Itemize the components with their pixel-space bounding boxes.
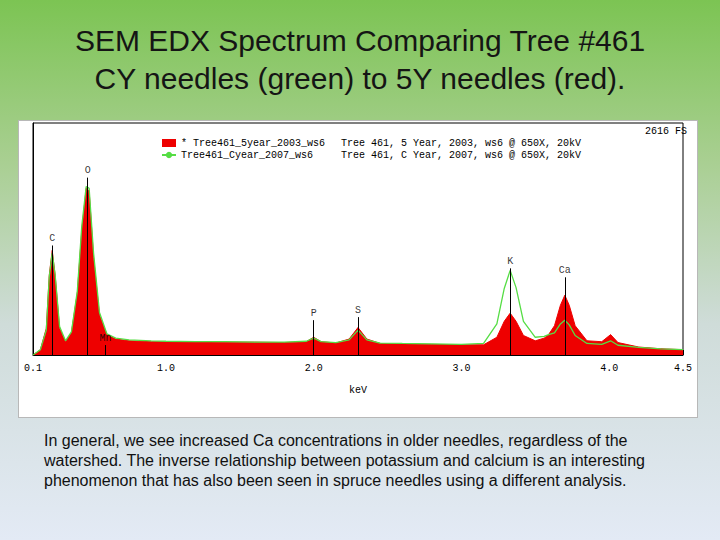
svg-text:K: K <box>507 256 513 267</box>
svg-text:4.5: 4.5 <box>674 363 692 374</box>
svg-text:2616 FS: 2616 FS <box>645 126 687 137</box>
svg-text:Ca: Ca <box>559 265 571 276</box>
svg-text:P: P <box>311 308 317 319</box>
svg-text:4.0: 4.0 <box>600 363 618 374</box>
svg-text:Tree461_Cyear_2007_ws6: Tree461_Cyear_2007_ws6 <box>181 150 313 161</box>
html-text:In general, we see increased C: In general, we see increased Ca concentr… <box>44 432 645 489</box>
svg-text:S: S <box>355 305 361 316</box>
svg-text:0.1: 0.1 <box>24 363 42 374</box>
svg-text:Mn: Mn <box>99 333 111 344</box>
svg-text:O: O <box>85 165 91 176</box>
svg-text:1.0: 1.0 <box>157 363 175 374</box>
svg-text:Tree 461, C Year, 2007, ws6 @: Tree 461, C Year, 2007, ws6 @ 650X, 20kV <box>341 150 581 161</box>
html-text:SEM EDX Spectrum Comparing Tre: SEM EDX Spectrum Comparing Tree #461 CY … <box>74 24 646 95</box>
svg-text:2.0: 2.0 <box>305 363 323 374</box>
svg-text:3.0: 3.0 <box>452 363 470 374</box>
svg-text:* Tree461_5year_2003_ws6: * Tree461_5year_2003_ws6 <box>181 138 325 149</box>
svg-text:keV: keV <box>349 385 367 396</box>
svg-text:C: C <box>49 233 55 244</box>
svg-text:Tree 461, 5 Year, 2003, ws6 @: Tree 461, 5 Year, 2003, ws6 @ 650X, 20kV <box>341 138 581 149</box>
